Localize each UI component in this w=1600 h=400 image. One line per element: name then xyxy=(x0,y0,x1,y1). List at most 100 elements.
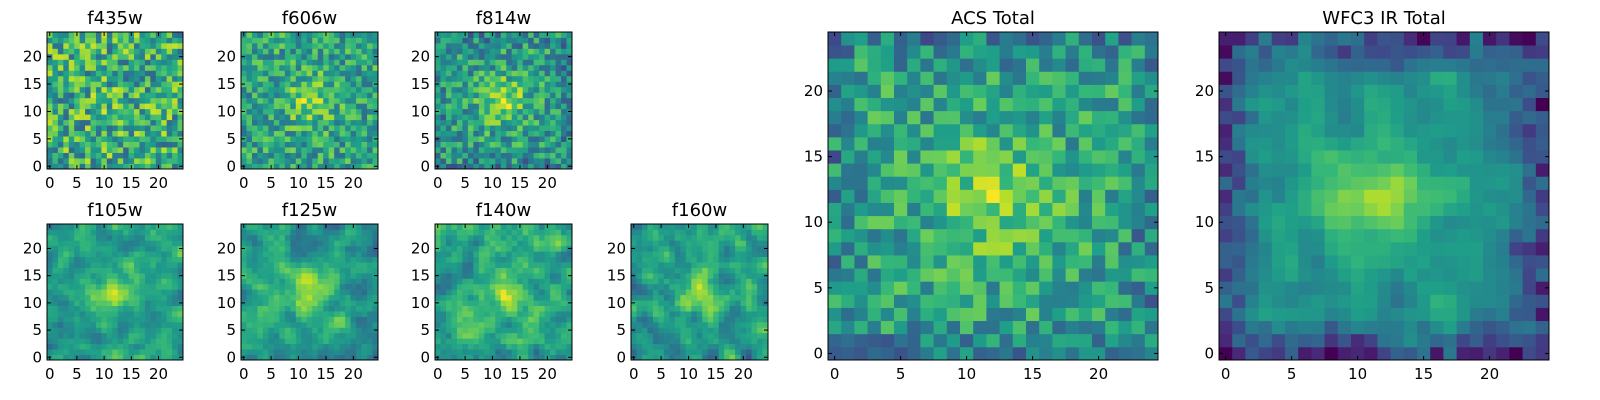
heatmap-cell xyxy=(161,332,168,339)
heatmap-cell xyxy=(539,114,545,121)
heatmap-cell xyxy=(117,114,124,121)
heatmap-cell xyxy=(177,338,184,345)
heatmap-cell xyxy=(506,114,513,121)
heatmap-cell xyxy=(47,152,53,159)
heatmap-cell xyxy=(478,311,485,317)
heatmap-cell xyxy=(658,251,665,258)
heatmap-cell xyxy=(268,86,275,93)
heatmap-cell xyxy=(312,97,319,104)
heatmap-cell xyxy=(647,343,654,350)
x-tick-label: 15 xyxy=(122,174,141,192)
heatmap-cell xyxy=(735,224,741,230)
heatmap-cell xyxy=(484,37,491,44)
heatmap-cell xyxy=(740,327,747,334)
heatmap-cell xyxy=(63,316,70,323)
heatmap-cell xyxy=(172,234,178,241)
heatmap-cell xyxy=(47,147,53,153)
heatmap-cell xyxy=(746,321,752,328)
heatmap-cell xyxy=(295,327,302,334)
heatmap-cell xyxy=(484,130,491,137)
heatmap-cell xyxy=(262,42,269,49)
heatmap-cell xyxy=(350,278,357,285)
heatmap-cell xyxy=(85,332,91,339)
heatmap-cell xyxy=(323,70,330,77)
heatmap-cell xyxy=(251,108,258,115)
heatmap-cell xyxy=(85,108,91,115)
heatmap-cell xyxy=(166,262,173,268)
heatmap-cell xyxy=(647,332,654,339)
heatmap-cell xyxy=(636,311,643,317)
heatmap-cell xyxy=(268,119,275,126)
heatmap-cell xyxy=(166,141,173,148)
heatmap-cell xyxy=(134,321,140,328)
heatmap-cell xyxy=(85,234,91,241)
heatmap-cell xyxy=(262,64,269,71)
heatmap-cell xyxy=(301,229,308,236)
heatmap-cell xyxy=(946,255,961,269)
heatmap-cell xyxy=(495,42,502,49)
heatmap-cell xyxy=(367,224,373,230)
heatmap-cell xyxy=(177,234,184,241)
heatmap-cell xyxy=(85,75,91,82)
heatmap-cell xyxy=(79,86,86,93)
heatmap-cell xyxy=(652,300,659,306)
heatmap-cell xyxy=(177,125,184,132)
heatmap-cell xyxy=(473,42,480,49)
heatmap-cell xyxy=(894,228,908,243)
heatmap-cell xyxy=(117,141,124,148)
heatmap-cell xyxy=(106,256,113,263)
heatmap-cell xyxy=(246,114,253,121)
heatmap-cell xyxy=(517,343,524,350)
heatmap-cell xyxy=(74,119,81,126)
heatmap-cell xyxy=(517,294,524,301)
heatmap-cell xyxy=(735,289,741,296)
heatmap-cell xyxy=(539,130,545,137)
heatmap-cell xyxy=(484,59,491,66)
heatmap-cell xyxy=(112,42,119,49)
heatmap-cell xyxy=(328,48,335,55)
heatmap-cell xyxy=(669,256,676,263)
heatmap-cell xyxy=(161,262,168,268)
heatmap-cell xyxy=(273,240,280,247)
heatmap-cell xyxy=(295,343,302,350)
heatmap-cell xyxy=(101,294,108,301)
heatmap-cell xyxy=(251,338,258,345)
heatmap-cell xyxy=(117,294,124,301)
heatmap-cell xyxy=(685,234,692,241)
heatmap-cell xyxy=(101,289,108,296)
heatmap-cell xyxy=(90,234,97,241)
heatmap-cell xyxy=(467,32,474,38)
heatmap-cell xyxy=(702,278,709,285)
heatmap-cell xyxy=(279,234,286,241)
heatmap-cell xyxy=(544,42,551,49)
heatmap-cell xyxy=(729,289,736,296)
heatmap-cell xyxy=(946,333,961,348)
heatmap-cell xyxy=(511,256,518,263)
heatmap-cell xyxy=(268,97,275,104)
heatmap-cell xyxy=(134,267,140,274)
heatmap-cell xyxy=(150,300,157,306)
heatmap-cell xyxy=(323,289,330,296)
heatmap-cell xyxy=(279,289,286,296)
heatmap-cell xyxy=(445,278,452,285)
heatmap-cell xyxy=(528,125,535,132)
heatmap-cell xyxy=(880,163,895,177)
heatmap-cell xyxy=(251,59,258,66)
heatmap-cell xyxy=(462,321,469,328)
heatmap-cell xyxy=(150,240,157,247)
y-tick-label: 0 xyxy=(420,348,430,366)
heatmap-cell xyxy=(63,294,70,301)
heatmap-cell xyxy=(85,103,91,110)
heatmap-cell xyxy=(57,240,64,247)
heatmap-cell xyxy=(57,262,64,268)
heatmap-cell xyxy=(339,343,346,350)
heatmap-cell xyxy=(658,343,665,350)
heatmap-cell xyxy=(339,332,346,339)
heatmap-cell xyxy=(729,229,736,236)
heatmap-cell xyxy=(279,103,286,110)
heatmap-cell xyxy=(517,158,524,164)
heatmap-cell xyxy=(101,147,108,153)
heatmap-cell xyxy=(134,97,140,104)
heatmap-cell xyxy=(500,327,507,334)
heatmap-cell xyxy=(273,349,280,355)
